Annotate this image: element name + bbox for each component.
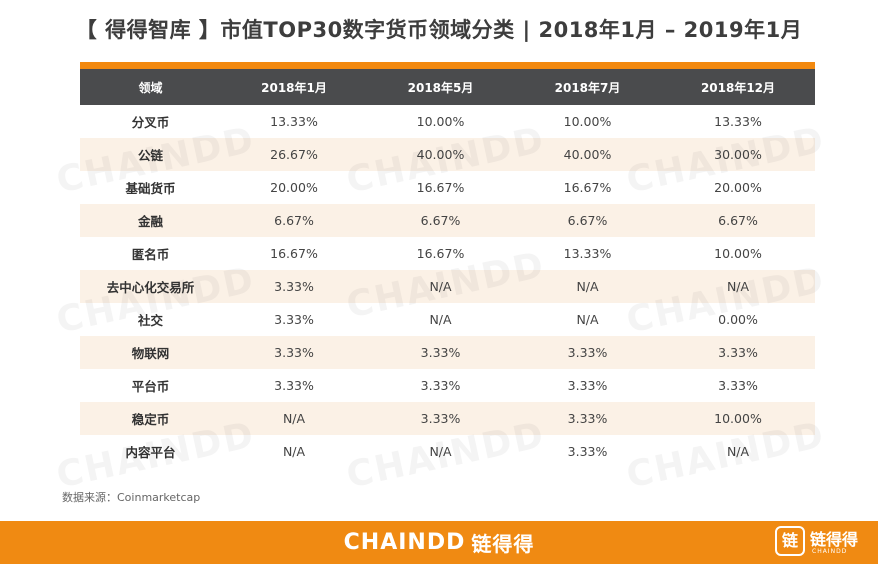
value-cell: 3.33% — [514, 402, 661, 435]
value-cell: 3.33% — [221, 336, 367, 369]
category-cell: 平台币 — [131, 379, 170, 394]
source-note: 数据来源：Coinmarketcap — [62, 491, 201, 504]
value-cell: N/A — [429, 312, 452, 327]
column-header: 领域 — [80, 69, 221, 105]
footer-brand: CHAINDD 链得得 — [0, 521, 878, 564]
logo-subtext: CHAINDD — [812, 548, 848, 555]
value-cell: 13.33% — [714, 114, 762, 129]
category-cell: 去中心化交易所 — [80, 270, 221, 303]
value-cell: 6.67% — [221, 204, 367, 237]
column-header: 2018年1月 — [221, 69, 367, 105]
value-cell: 20.00% — [270, 180, 318, 195]
value-cell: 10.00% — [563, 114, 612, 129]
table-row: 去中心化交易所 3.33% N/A N/A N/A — [80, 270, 815, 303]
category-cell: 匿名币 — [131, 247, 170, 262]
value-cell: 3.33% — [718, 378, 758, 393]
value-cell: 6.67% — [367, 204, 514, 237]
category-cell: 基础货币 — [125, 181, 176, 196]
table-row: 物联网 3.33% 3.33% 3.33% 3.33% — [80, 336, 815, 369]
value-cell: 10.00% — [416, 114, 465, 129]
value-cell: N/A — [367, 270, 514, 303]
value-cell: 16.67% — [270, 246, 318, 261]
accent-rule — [80, 62, 815, 69]
value-cell: 3.33% — [567, 378, 608, 393]
value-cell: 3.33% — [514, 336, 661, 369]
value-cell: N/A — [661, 270, 815, 303]
value-cell: 0.00% — [718, 312, 758, 327]
brand-en: CHAINDD — [343, 530, 466, 555]
table-row: 内容平台 N/A N/A 3.33% N/A — [80, 435, 815, 468]
brand-cn: 链得得 — [471, 532, 535, 556]
value-cell: 6.67% — [514, 204, 661, 237]
value-cell: 3.33% — [661, 336, 815, 369]
value-cell: 3.33% — [367, 336, 514, 369]
value-cell: 3.33% — [420, 378, 461, 393]
value-cell: 16.67% — [563, 180, 612, 195]
value-cell: 20.00% — [714, 180, 762, 195]
column-header: 2018年12月 — [661, 69, 815, 105]
value-cell: 13.33% — [270, 114, 318, 129]
table-row: 公链 26.67% 40.00% 40.00% 30.00% — [80, 138, 815, 171]
logo-text: 链得得 — [810, 530, 859, 549]
value-cell: 3.33% — [274, 378, 314, 393]
value-cell: 13.33% — [563, 246, 612, 261]
value-cell: N/A — [282, 444, 306, 459]
value-cell: 3.33% — [367, 402, 514, 435]
value-cell: N/A — [221, 402, 367, 435]
category-cell: 金融 — [80, 204, 221, 237]
table-row: 平台币 3.33% 3.33% 3.33% 3.33% — [80, 369, 815, 402]
value-cell: N/A — [514, 270, 661, 303]
value-cell: 16.67% — [416, 180, 465, 195]
category-table: 领域 2018年1月 2018年5月 2018年7月 2018年12月 分叉币 1… — [80, 69, 815, 468]
value-cell: 3.33% — [567, 444, 608, 459]
table-row: 社交 3.33% N/A N/A 0.00% — [80, 303, 815, 336]
category-cell: 分叉币 — [131, 115, 170, 130]
value-cell: 40.00% — [367, 138, 514, 171]
column-header: 2018年5月 — [367, 69, 514, 105]
category-cell: 物联网 — [80, 336, 221, 369]
value-cell: 3.33% — [274, 312, 314, 327]
value-cell: 10.00% — [661, 402, 815, 435]
table-row: 基础货币 20.00% 16.67% 16.67% 20.00% — [80, 171, 815, 204]
table-row: 金融 6.67% 6.67% 6.67% 6.67% — [80, 204, 815, 237]
table-row: 分叉币 13.33% 10.00% 10.00% 13.33% — [80, 105, 815, 138]
logo-icon: 链 — [775, 526, 805, 556]
value-cell: N/A — [726, 444, 750, 459]
footer-bar: CHAINDD 链得得 链 链得得 CHAINDD — [0, 521, 878, 564]
value-cell: N/A — [429, 444, 452, 459]
table-row: 匿名币 16.67% 16.67% 13.33% 10.00% — [80, 237, 815, 270]
category-cell: 社交 — [137, 313, 163, 328]
value-cell: 6.67% — [661, 204, 815, 237]
value-cell: 40.00% — [514, 138, 661, 171]
value-cell: 26.67% — [221, 138, 367, 171]
column-header: 2018年7月 — [514, 69, 661, 105]
value-cell: 3.33% — [221, 270, 367, 303]
value-cell: 30.00% — [661, 138, 815, 171]
value-cell: 16.67% — [416, 246, 465, 261]
value-cell: N/A — [576, 312, 599, 327]
page-title: 【 得得智库 】市值TOP30数字货币领域分类 | 2018年1月 – 2019… — [75, 18, 803, 42]
value-cell: 10.00% — [714, 246, 762, 261]
category-cell: 公链 — [80, 138, 221, 171]
category-cell: 稳定币 — [80, 402, 221, 435]
table-row: 稳定币 N/A 3.33% 3.33% 10.00% — [80, 402, 815, 435]
table-header-row: 领域 2018年1月 2018年5月 2018年7月 2018年12月 — [80, 69, 815, 105]
category-cell: 内容平台 — [125, 445, 176, 460]
